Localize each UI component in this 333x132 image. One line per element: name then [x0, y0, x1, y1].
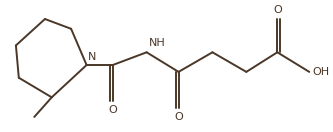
Text: N: N [88, 52, 96, 62]
Text: OH: OH [312, 67, 329, 77]
Text: O: O [273, 5, 282, 15]
Text: O: O [174, 112, 183, 122]
Text: O: O [108, 105, 117, 115]
Text: NH: NH [149, 38, 165, 48]
